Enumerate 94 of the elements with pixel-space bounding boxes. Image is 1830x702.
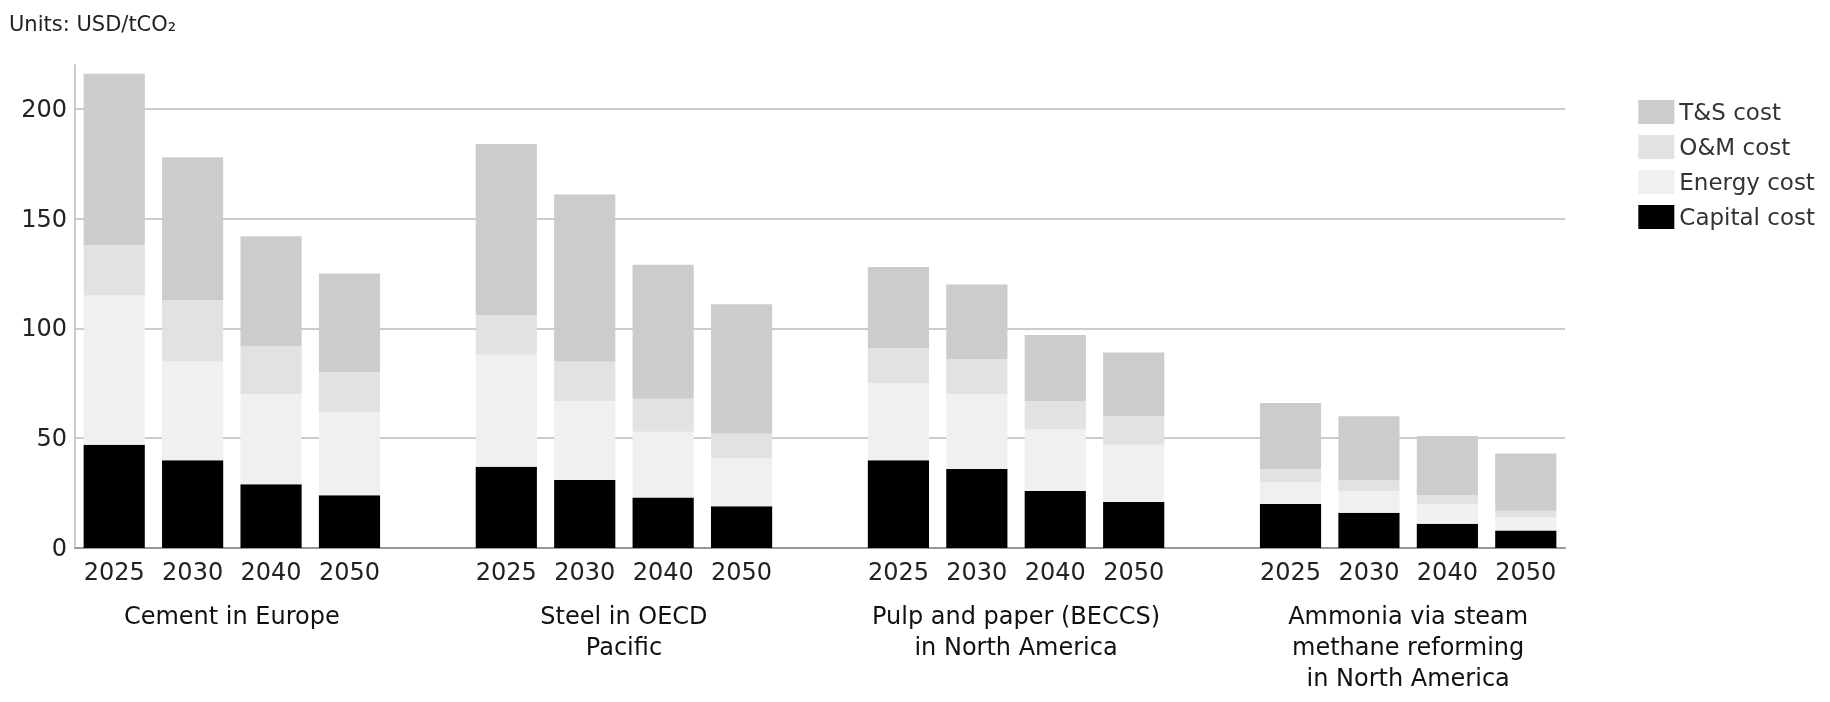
x-tick-label: 2025 bbox=[83, 558, 145, 586]
x-tick-label: 2040 bbox=[1416, 558, 1478, 586]
x-tick-label: 2040 bbox=[240, 558, 302, 586]
x-tick-label: 2040 bbox=[632, 558, 694, 586]
bar bbox=[867, 383, 930, 461]
x-tick-label: 2030 bbox=[1338, 558, 1400, 586]
bar bbox=[1103, 352, 1165, 417]
text: Pulp and paper (BECCS) in North America bbox=[871, 601, 1161, 661]
x-tick-label: 2030 bbox=[946, 558, 1008, 586]
bar bbox=[1495, 530, 1557, 548]
bar bbox=[1495, 453, 1557, 511]
bar bbox=[946, 359, 1008, 395]
bar bbox=[1495, 510, 1557, 518]
bar bbox=[1416, 495, 1478, 505]
x-tick-label: 2030 bbox=[162, 558, 224, 586]
legend-label: O&M cost bbox=[1679, 134, 1791, 160]
bar bbox=[162, 157, 224, 300]
bar bbox=[162, 460, 224, 548]
bar bbox=[1259, 482, 1322, 505]
bar bbox=[1103, 501, 1165, 548]
bar bbox=[1259, 504, 1322, 548]
bar bbox=[318, 411, 381, 496]
bar bbox=[1338, 512, 1400, 548]
bar bbox=[710, 457, 773, 507]
bar bbox=[1024, 490, 1086, 548]
bar bbox=[1103, 444, 1165, 502]
bar bbox=[710, 304, 773, 434]
bar bbox=[632, 497, 694, 548]
bar bbox=[1259, 403, 1322, 469]
bar bbox=[83, 73, 145, 246]
bar bbox=[867, 460, 930, 548]
bar bbox=[1338, 490, 1400, 513]
bar bbox=[318, 372, 381, 412]
x-tick-label: 2030 bbox=[554, 558, 616, 586]
bar bbox=[1024, 335, 1086, 401]
x-tick-label: 2050 bbox=[711, 558, 773, 586]
y-tick-label: 0 bbox=[51, 534, 67, 562]
y-tick-label: 50 bbox=[36, 424, 67, 453]
bar bbox=[162, 361, 224, 461]
bar bbox=[475, 315, 537, 355]
bar bbox=[710, 433, 773, 458]
x-tick-label: 2025 bbox=[1259, 558, 1322, 586]
bar bbox=[240, 346, 302, 395]
bar bbox=[240, 484, 302, 548]
y-tick-label: 150 bbox=[21, 204, 67, 233]
bar bbox=[83, 245, 145, 296]
bar bbox=[1416, 523, 1478, 548]
bar bbox=[554, 194, 616, 362]
x-tick-label: 2050 bbox=[1495, 558, 1557, 586]
text: Cement in Europe bbox=[123, 601, 340, 630]
bar bbox=[1495, 517, 1557, 531]
bar bbox=[1338, 416, 1400, 480]
bar bbox=[554, 479, 616, 548]
bar bbox=[83, 444, 145, 548]
bar bbox=[867, 266, 930, 349]
bar bbox=[554, 361, 616, 401]
x-tick-label: 2040 bbox=[1024, 558, 1086, 586]
x-tick-label: 2025 bbox=[867, 558, 929, 586]
bar bbox=[632, 431, 694, 498]
bar bbox=[1416, 504, 1478, 524]
bar bbox=[1338, 479, 1400, 491]
bar bbox=[318, 495, 381, 548]
bar bbox=[867, 348, 930, 384]
bar bbox=[1416, 436, 1478, 496]
bar bbox=[475, 144, 537, 316]
text: Steel in OECD Pacific bbox=[540, 601, 708, 661]
bar bbox=[475, 466, 537, 548]
bar bbox=[1024, 429, 1086, 491]
bar bbox=[632, 398, 694, 432]
bar bbox=[162, 299, 224, 362]
bar bbox=[946, 284, 1008, 360]
bar bbox=[475, 354, 537, 467]
bar bbox=[240, 394, 302, 485]
x-tick-label: 2050 bbox=[1103, 558, 1165, 586]
bar bbox=[318, 273, 381, 373]
y-tick-label: 100 bbox=[21, 314, 67, 343]
bar bbox=[83, 295, 145, 445]
bar bbox=[946, 468, 1008, 548]
legend-label: Capital cost bbox=[1679, 204, 1816, 230]
chart-title: Units: USD/tCO₂ bbox=[9, 11, 177, 36]
bar bbox=[1024, 400, 1086, 430]
legend-label: Energy cost bbox=[1679, 169, 1815, 195]
y-tick-label: 200 bbox=[21, 94, 67, 123]
bar bbox=[1103, 416, 1165, 445]
bar bbox=[1259, 468, 1322, 483]
bar bbox=[554, 400, 616, 480]
bar bbox=[946, 394, 1008, 469]
x-tick-label: 2050 bbox=[318, 558, 381, 586]
bar bbox=[632, 264, 694, 399]
text: Ammonia via steam methane reforming in North America bbox=[1288, 601, 1529, 692]
x-tick-label: 2025 bbox=[475, 558, 537, 586]
bar bbox=[710, 506, 773, 548]
legend-label: T&S cost bbox=[1678, 99, 1781, 125]
bar bbox=[240, 236, 302, 347]
